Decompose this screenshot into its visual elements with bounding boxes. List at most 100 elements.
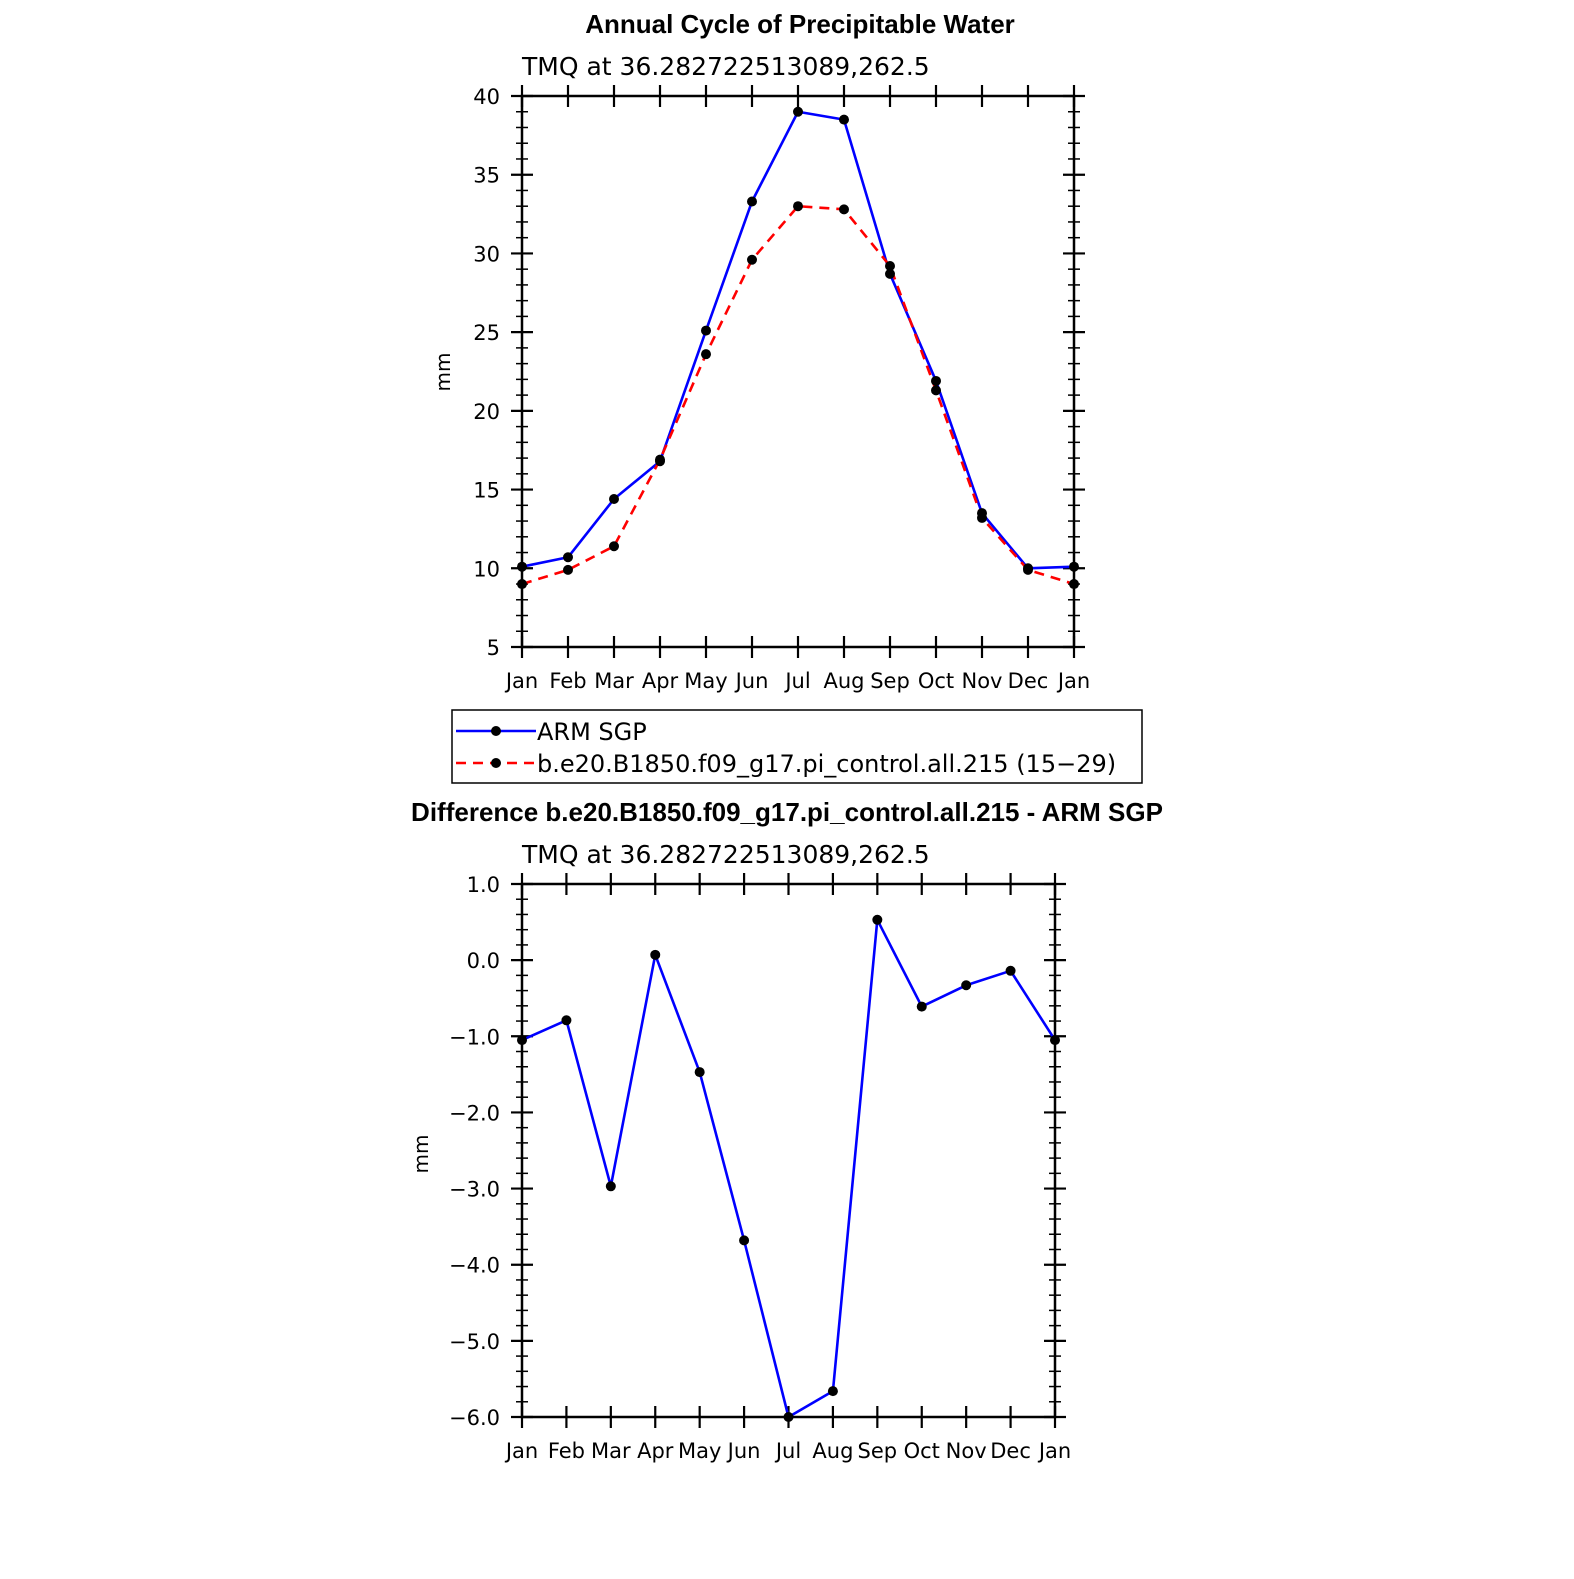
x-tick-label: May [678,1439,721,1463]
legend-entry-model: b.e20.B1850.f09_g17.pi_control.all.215 (… [456,750,1116,778]
legend-label-model: b.e20.B1850.f09_g17.pi_control.all.215 (… [537,750,1116,778]
x-tick-label: Nov [962,669,1003,693]
y-tick-label: 40 [473,85,500,109]
x-tick-label: Jan [1056,669,1090,693]
x-tick-label: Nov [946,1439,987,1463]
series-lines [521,110,1075,586]
chart-subtitle: TMQ at 36.282722513089,262.5 [521,52,930,81]
data-point-s1-9 [931,385,941,396]
y-tick-label: −3.0 [449,1178,500,1202]
y-axis-label: mm [431,353,455,392]
chart-title: Difference b.e20.B1850.f09_g17.pi_contro… [411,797,1163,827]
y-tick-labels: −6.0 −5.0 −4.0 −3.0 −2.0 −1.0 0.0 1.0 [449,873,500,1430]
x-tick-label: Mar [594,669,634,693]
x-tick-label: Jul [783,669,810,693]
legend-label-arm: ARM SGP [537,718,647,746]
x-tick-label: Aug [812,1439,853,1463]
series-points [517,914,1060,1422]
y-axis-label: mm [409,1135,433,1174]
legend-box [451,709,1143,784]
data-point-s0-8 [885,268,895,279]
x-tick-label: May [684,669,727,693]
x-tick-label: Dec [990,1439,1031,1463]
data-point-s0-7 [827,1386,838,1397]
data-point-s0-2 [605,1181,616,1192]
data-point-s0-10 [961,980,972,991]
y-tick-label: 5 [487,636,500,660]
data-point-s0-4 [701,325,711,336]
data-point-s1-4 [701,349,711,360]
axis-ticks [511,873,1066,1428]
data-point-s0-3 [650,949,661,960]
plot-frame [520,94,1076,649]
chart-subtitle: TMQ at 36.282722513089,262.5 [521,840,930,869]
data-point-s0-8 [872,914,883,925]
data-point-s0-5 [739,1235,750,1246]
y-tick-labels: 5 10 15 20 25 30 35 40 [473,85,500,660]
legend-entry-arm: ARM SGP [456,718,647,746]
data-point-s1-3 [655,454,665,465]
x-tick-label: Sep [870,669,910,693]
series-line-0 [521,918,1057,1419]
data-point-s0-2 [609,494,619,505]
data-point-s1-10 [977,512,987,523]
y-tick-label: 35 [473,164,500,188]
data-point-s0-1 [561,1015,572,1026]
y-tick-label: 10 [473,557,500,581]
x-tick-label: Dec [1008,669,1049,693]
legend: ARM SGP b.e20.B1850.f09_g17.pi_control.a… [451,709,1143,784]
y-tick-label: −6.0 [449,1406,500,1430]
x-tick-label: Jan [1037,1439,1071,1463]
annual-cycle-chart: Annual Cycle of Precipitable Water TMQ a… [431,9,1090,693]
series-lines [521,918,1057,1419]
y-tick-label: 25 [473,321,500,345]
data-point-s1-6 [793,201,803,212]
x-tick-label: Oct [904,1439,940,1463]
x-tick-label: Jan [504,669,538,693]
data-point-s1-7 [839,204,849,215]
data-point-s0-9 [931,375,941,386]
y-tick-label: −1.0 [449,1025,500,1049]
y-tick-label: −5.0 [449,1330,500,1354]
plot-frame [520,882,1057,1419]
x-tick-label: Jun [726,1439,761,1463]
series-points [517,106,1079,590]
x-tick-label: Feb [548,1439,585,1463]
x-tick-labels: Jan Feb Mar Apr May Jun Jul Aug Sep Oct Nov Dec Jan [504,669,1090,693]
x-tick-label: Apr [642,669,679,693]
axis-ticks [511,85,1085,658]
x-tick-label: Jul [774,1439,801,1463]
x-tick-label: Jun [734,669,769,693]
data-point-s0-5 [747,196,757,207]
legend-marker-model [491,758,501,768]
x-tick-label: Feb [549,669,586,693]
data-point-s1-1 [563,564,573,575]
y-tick-label: −4.0 [449,1254,500,1278]
data-point-s1-5 [747,254,757,265]
data-point-s0-6 [793,106,803,117]
y-tick-label: 30 [473,242,500,266]
x-tick-label: Apr [637,1439,674,1463]
chart-title: Annual Cycle of Precipitable Water [585,9,1015,39]
y-tick-label: −2.0 [449,1101,500,1125]
legend-marker-arm [491,726,501,736]
difference-chart: Difference b.e20.B1850.f09_g17.pi_contro… [409,797,1163,1463]
data-point-s1-11 [1023,564,1033,575]
y-tick-label: 15 [473,479,500,503]
data-point-s0-1 [563,552,573,563]
y-tick-label: 1.0 [467,873,500,897]
x-tick-label: Jan [504,1439,538,1463]
data-point-s1-2 [609,541,619,552]
data-point-s0-4 [694,1067,705,1078]
series-line-0 [521,110,1075,570]
y-tick-label: 20 [473,400,500,424]
x-tick-label: Oct [918,669,954,693]
series-line-1 [521,204,1075,586]
x-tick-labels: Jan Feb Mar Apr May Jun Jul Aug Sep Oct Nov Dec Jan [504,1439,1071,1463]
data-point-s0-7 [839,114,849,125]
y-tick-label: 0.0 [467,949,500,973]
data-point-s0-9 [916,1001,927,1012]
x-tick-label: Mar [591,1439,631,1463]
